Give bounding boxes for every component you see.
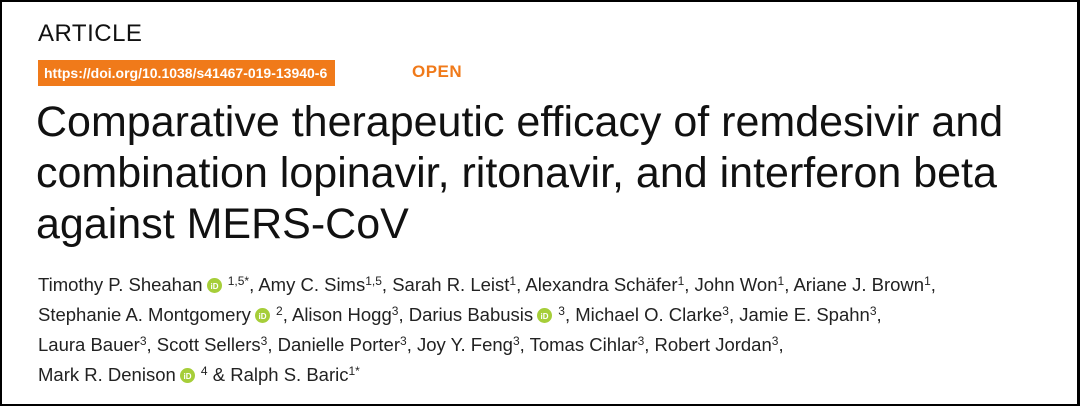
author-affiliation: 3 bbox=[391, 304, 399, 318]
author-name[interactable]: Alexandra Schäfer bbox=[525, 274, 678, 295]
author-name[interactable]: Scott Sellers bbox=[156, 334, 261, 355]
svg-text:iD: iD bbox=[210, 282, 218, 291]
author-affiliation: 3 bbox=[558, 304, 565, 318]
author-name[interactable]: Amy C. Sims bbox=[258, 274, 366, 295]
author-affiliation: 1 bbox=[509, 274, 517, 288]
orcid-icon[interactable]: iD bbox=[179, 368, 195, 383]
author-affiliation: 1,5* bbox=[227, 274, 250, 288]
author-affiliation: 1 bbox=[677, 274, 685, 288]
author-name[interactable]: Mark R. Denison bbox=[38, 364, 176, 385]
orcid-icon[interactable]: iD bbox=[254, 308, 270, 323]
author-affiliation: 1 bbox=[924, 274, 931, 288]
author-name[interactable]: Alison Hogg bbox=[291, 304, 392, 325]
author-name[interactable]: John Won bbox=[694, 274, 778, 295]
author-affiliation: 1,5 bbox=[365, 274, 382, 288]
author-affiliation: 3 bbox=[400, 334, 407, 348]
author-name[interactable]: Joy Y. Feng bbox=[416, 334, 513, 355]
article-type-label: ARTICLE bbox=[38, 20, 143, 47]
author-affiliation: 1* bbox=[348, 364, 360, 378]
author-affiliation: 3 bbox=[260, 334, 268, 348]
author-affiliation: 1 bbox=[777, 274, 785, 288]
author-name[interactable]: Darius Babusis bbox=[408, 304, 534, 325]
author-name[interactable]: Ariane J. Brown bbox=[793, 274, 925, 295]
author-name[interactable]: Michael O. Clarke bbox=[575, 304, 723, 325]
author-name[interactable]: Danielle Porter bbox=[277, 334, 400, 355]
doi-link[interactable]: https://doi.org/10.1038/s41467-019-13940… bbox=[38, 60, 336, 86]
author-name[interactable]: Jamie E. Spahn bbox=[739, 304, 870, 325]
author-affiliation: 3 bbox=[139, 334, 147, 348]
author-name[interactable]: Sarah R. Leist bbox=[392, 274, 510, 295]
author-affiliation: 4 bbox=[200, 364, 208, 378]
author-affiliation: 3 bbox=[869, 304, 877, 318]
author-name[interactable]: Tomas Cihlar bbox=[529, 334, 638, 355]
svg-text:iD: iD bbox=[541, 312, 549, 321]
orcid-icon[interactable]: iD bbox=[206, 278, 222, 293]
author-affiliation: 3 bbox=[722, 304, 729, 318]
article-title: Comparative therapeutic efficacy of remd… bbox=[36, 97, 1056, 250]
author-list: Timothy P. Sheahan iD 1,5*, Amy C. Sims1,… bbox=[38, 274, 936, 385]
open-access-label: OPEN bbox=[412, 62, 463, 81]
author-affiliation: 3 bbox=[637, 334, 645, 348]
author-name[interactable]: Stephanie A. Montgomery bbox=[38, 304, 251, 325]
orcid-icon[interactable]: iD bbox=[537, 308, 553, 323]
author-affiliation: 3 bbox=[771, 334, 779, 348]
title-line-2: combination lopinavir, ritonavir, and in… bbox=[36, 149, 997, 197]
author-affiliation: 2 bbox=[276, 304, 283, 318]
author-name[interactable]: Ralph S. Baric bbox=[230, 364, 349, 385]
svg-text:iD: iD bbox=[183, 372, 191, 381]
author-name[interactable]: Robert Jordan bbox=[654, 334, 772, 355]
title-line-3: against MERS-CoV bbox=[36, 200, 409, 248]
title-line-1: Comparative therapeutic efficacy of remd… bbox=[36, 98, 1004, 146]
author-name[interactable]: Timothy P. Sheahan bbox=[38, 274, 203, 295]
svg-text:iD: iD bbox=[258, 312, 266, 321]
author-name[interactable]: Laura Bauer bbox=[38, 334, 140, 355]
author-affiliation: 3 bbox=[512, 334, 520, 348]
